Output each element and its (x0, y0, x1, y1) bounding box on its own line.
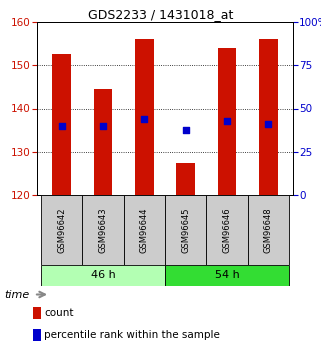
Bar (82, 195, 124, 265)
Point (183, 127, 188, 133)
Point (142, 117, 147, 122)
Point (266, 121, 271, 126)
Bar (206, 195, 247, 265)
Text: percentile rank within the sample: percentile rank within the sample (44, 330, 220, 340)
Point (224, 119, 230, 124)
Bar (135, 39, 154, 195)
Text: GSM96645: GSM96645 (181, 207, 190, 253)
Bar (94, 89, 112, 195)
Bar (41, 265, 165, 286)
Text: GDS2233 / 1431018_at: GDS2233 / 1431018_at (88, 8, 233, 21)
Bar (176, 162, 195, 195)
Bar (53, 55, 71, 195)
Text: time: time (4, 289, 29, 299)
Text: 54 h: 54 h (214, 270, 239, 280)
Text: 46 h: 46 h (91, 270, 116, 280)
Text: GSM96642: GSM96642 (57, 207, 66, 253)
Text: GSM96643: GSM96643 (99, 207, 108, 253)
Text: GSM96644: GSM96644 (140, 207, 149, 253)
Bar (165, 265, 289, 286)
Bar (259, 39, 278, 195)
Point (100, 123, 106, 129)
Bar (33, 329, 41, 341)
Bar (124, 195, 165, 265)
Bar (218, 48, 236, 195)
Bar (165, 195, 206, 265)
Point (59, 123, 64, 129)
Text: GSM96646: GSM96646 (222, 207, 231, 253)
Bar (41, 195, 82, 265)
Bar (33, 307, 41, 319)
Text: count: count (44, 308, 74, 318)
Bar (247, 195, 289, 265)
Text: GSM96648: GSM96648 (264, 207, 273, 253)
